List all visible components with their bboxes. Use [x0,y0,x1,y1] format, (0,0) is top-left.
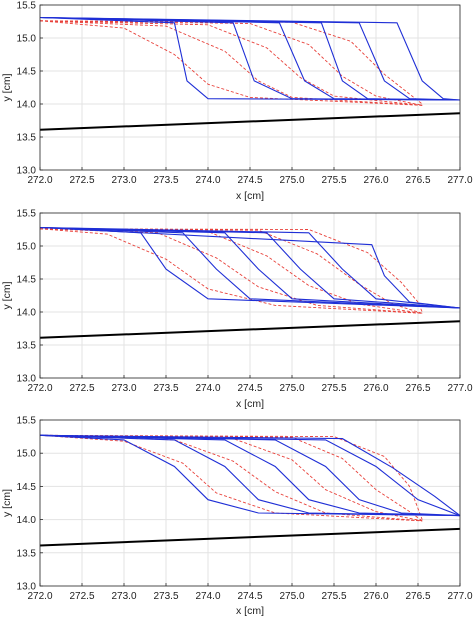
x-tick-label: 272.5 [69,383,94,394]
x-tick-label: 272.5 [69,175,94,186]
y-tick-label: 14.5 [17,482,37,493]
y-tick-label: 14.5 [17,275,37,286]
x-tick-label: 273.0 [111,175,136,186]
y-tick-label: 13.0 [17,582,37,593]
x-tick-label: 275.0 [279,175,304,186]
y-tick-label: 13.5 [17,341,37,352]
red-series-line-1 [39,434,423,522]
y-tick-label: 14.0 [17,308,37,319]
y-axis-label: y [cm] [1,281,13,309]
blue-series-line-6 [39,434,461,517]
blue-series-line-3 [39,434,461,517]
y-tick-label: 15.0 [17,34,37,45]
y-tick-label: 14.0 [17,100,37,111]
y-tick-label: 13.5 [17,133,37,144]
blue-series-line-3 [39,226,461,309]
y-tick-label: 15.0 [17,449,37,460]
x-tick-label: 273.5 [153,383,178,394]
bed-line [39,527,461,547]
y-tick-label: 13.0 [17,166,37,177]
bed-line [39,320,461,339]
x-tick-label: 274.0 [195,175,220,186]
chart-panel-1: 272.0 272.5 273.0 273.5 274.0 274.5 275.0 275.5… [1,1,473,203]
red-series-line-2 [39,20,423,106]
x-tick-label: 272.5 [69,591,94,602]
chart-panel-3: 272.0 272.5 273.0 273.5 274.0 274.5 275.0 275.5… [1,416,473,618]
x-tick-label: 277.0 [447,175,472,186]
x-tick-label: 274.0 [195,591,220,602]
x-tick-label: 274.0 [195,383,220,394]
y-axis-label: y [cm] [1,73,13,101]
blue-series-line-1 [39,434,461,517]
y-tick-label: 14.0 [17,515,37,526]
y-axis-label: y [cm] [1,489,13,517]
x-tick-label: 276.0 [363,591,388,602]
y-tick-label: 15.5 [17,416,37,427]
blue-series-line-2 [39,226,461,309]
x-tick-label: 277.0 [447,591,472,602]
x-tick-label: 277.0 [447,383,472,394]
red-series-line-4 [39,20,423,106]
x-tick-label: 274.5 [237,591,262,602]
x-tick-label: 273.0 [111,383,136,394]
bed-line [39,112,461,131]
y-tick-label: 15.5 [17,1,37,12]
x-axis-label: x [cm] [236,190,264,202]
x-tick-label: 273.0 [111,591,136,602]
blue-series-line-2 [39,434,461,517]
red-series-line-1 [39,228,423,314]
x-axis-label: x [cm] [236,605,264,617]
y-tick-label: 13.0 [17,374,37,385]
x-tick-label: 275.5 [321,175,346,186]
x-tick-label: 273.5 [153,175,178,186]
y-tick-label: 14.5 [17,67,37,78]
x-tick-label: 275.5 [321,591,346,602]
red-series-line-1 [39,20,423,106]
blue-series-line-4 [39,434,461,517]
y-tick-label: 13.5 [17,548,37,559]
blue-series-line-5 [39,434,461,517]
x-tick-label: 274.5 [237,175,262,186]
blue-series-line-6 [39,226,461,309]
x-tick-label: 275.0 [279,591,304,602]
x-tick-label: 276.5 [405,383,430,394]
x-tick-label: 272.0 [27,383,52,394]
x-tick-label: 276.0 [363,383,388,394]
blue-series-line-4 [39,226,461,309]
blue-series-line-5 [39,226,461,309]
x-tick-label: 275.5 [321,383,346,394]
x-tick-label: 272.0 [27,175,52,186]
x-tick-label: 272.0 [27,591,52,602]
y-tick-label: 15.5 [17,209,37,220]
red-series-line-3 [39,20,423,106]
chart-panel-2: 272.0 272.5 273.0 273.5 274.0 274.5 275.0 275.5… [1,209,473,411]
x-tick-label: 276.0 [363,175,388,186]
x-axis-label: x [cm] [236,398,264,410]
red-series-line-2 [39,228,423,314]
x-tick-label: 276.5 [405,591,430,602]
x-tick-label: 274.5 [237,383,262,394]
x-tick-label: 276.5 [405,175,430,186]
y-tick-label: 15.0 [17,242,37,253]
blue-series-line-6 [39,16,461,101]
x-tick-label: 275.0 [279,383,304,394]
red-series-line-5 [39,434,423,520]
x-tick-label: 273.5 [153,591,178,602]
